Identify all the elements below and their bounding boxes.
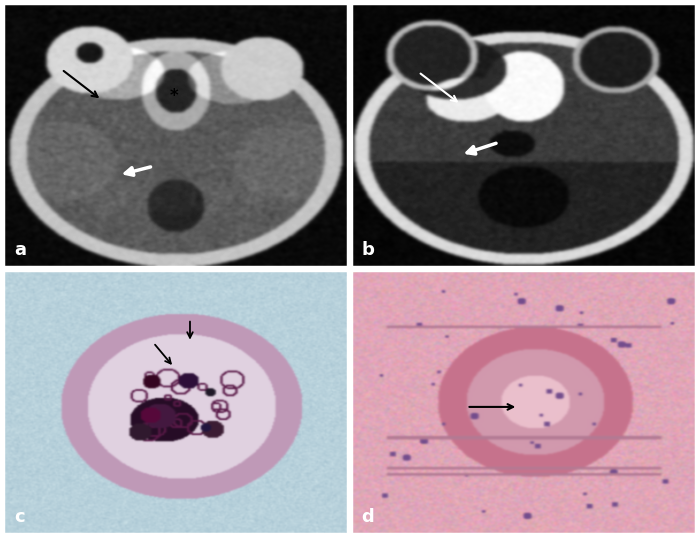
Text: a: a — [14, 241, 26, 259]
Text: c: c — [14, 509, 24, 526]
Text: d: d — [361, 509, 374, 526]
Text: b: b — [361, 241, 375, 259]
Text: *: * — [170, 86, 178, 105]
